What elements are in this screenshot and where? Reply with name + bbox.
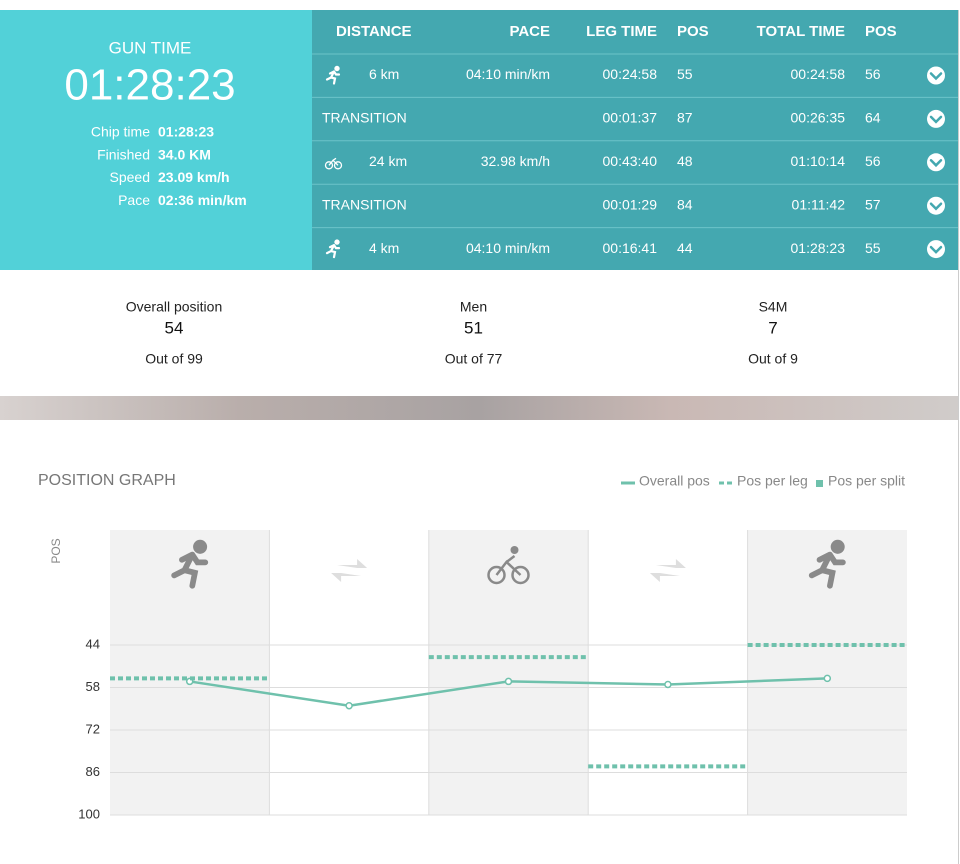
- legend-label: Pos per leg: [737, 473, 808, 489]
- table-cell: 87: [677, 110, 693, 126]
- expand-button[interactable]: [927, 66, 945, 85]
- detail-value: 34.0 KM: [158, 146, 211, 162]
- column: [428, 530, 589, 815]
- y-tick-label: 44: [86, 636, 100, 651]
- table-cell: 00:01:37: [603, 110, 658, 126]
- detail-value: 01:28:23: [158, 124, 214, 140]
- expand-button[interactable]: [927, 153, 945, 172]
- stat-value: 7: [768, 318, 777, 337]
- background-image: [0, 396, 958, 420]
- gun-time-panel: [0, 10, 312, 270]
- stat-label: S4M: [759, 299, 788, 315]
- column: [110, 530, 270, 815]
- point: [823, 674, 832, 683]
- stat-total: Out of 77: [445, 351, 503, 367]
- table-cell: 56: [865, 153, 881, 169]
- detail-label: Pace: [118, 192, 150, 208]
- wheel: [511, 565, 530, 585]
- table-cell: TRANSITION: [322, 110, 407, 126]
- legend-swatch: [816, 480, 823, 487]
- table-header: TOTAL TIME: [757, 23, 845, 40]
- table-header: DISTANCE: [336, 23, 412, 40]
- chevron: [929, 245, 943, 254]
- expand-button[interactable]: [927, 196, 945, 215]
- table-cell: 04:10 min/km: [466, 240, 550, 256]
- chevron: [929, 159, 943, 168]
- detail-label: Chip time: [91, 124, 150, 140]
- column: [269, 530, 429, 815]
- chevron: [929, 115, 943, 124]
- legend-label: Overall pos: [639, 473, 710, 489]
- table-cell: TRANSITION: [322, 196, 407, 212]
- detail-value: 23.09 km/h: [158, 169, 230, 185]
- table-cell: 48: [677, 153, 693, 169]
- gun-time-label: GUN TIME: [109, 38, 192, 57]
- table-cell: 56: [865, 66, 881, 82]
- table-cell: 00:24:58: [791, 66, 846, 82]
- bike-icon: [324, 157, 343, 170]
- table-header: LEG TIME: [586, 23, 657, 40]
- stat-total: Out of 99: [145, 351, 203, 367]
- y-tick-label: 86: [86, 764, 100, 779]
- expand-button[interactable]: [927, 109, 945, 128]
- stat-label: Overall position: [126, 299, 223, 315]
- table-cell: 57: [865, 196, 881, 212]
- point: [504, 677, 513, 686]
- table-cell: 6 km: [369, 66, 399, 82]
- detail-label: Finished: [97, 146, 150, 162]
- frame: [328, 157, 339, 166]
- wheel: [324, 161, 334, 170]
- detail-label: Speed: [110, 169, 150, 185]
- chevron: [929, 72, 943, 81]
- y-tick-label: 72: [86, 721, 100, 736]
- stat-value: 54: [165, 318, 184, 337]
- table-header: POS: [677, 23, 709, 40]
- expand-button[interactable]: [927, 240, 945, 259]
- table-cell: 01:10:14: [791, 153, 846, 169]
- table-cell: 00:24:58: [603, 66, 658, 82]
- table-cell: 84: [677, 196, 693, 212]
- table-cell: 24 km: [369, 153, 407, 169]
- head: [510, 546, 519, 554]
- stat-total: Out of 9: [748, 351, 798, 367]
- table-cell: 01:11:42: [792, 196, 846, 212]
- table-cell: 00:16:41: [603, 240, 658, 256]
- table-cell: 64: [865, 110, 881, 126]
- detail-value: 02:36 min/km: [158, 192, 247, 208]
- table-cell: 55: [677, 66, 693, 82]
- table-cell: 01:28:23: [791, 240, 846, 256]
- wheel: [487, 565, 506, 585]
- swap-icon: [649, 559, 686, 582]
- column: [747, 530, 907, 815]
- chevron: [929, 202, 943, 211]
- point: [664, 680, 672, 689]
- y-tick-label: 100: [78, 806, 100, 821]
- stat-label: Men: [460, 299, 487, 315]
- chart-title: POSITION GRAPH: [38, 472, 176, 489]
- table-cell: 00:01:29: [603, 196, 658, 212]
- table-cell: 00:43:40: [603, 153, 658, 169]
- point: [345, 701, 353, 710]
- bike-icon: [487, 555, 530, 585]
- y-axis-label: POS: [49, 538, 63, 563]
- table-header: PACE: [509, 23, 550, 40]
- table-header: POS: [865, 23, 897, 40]
- table-cell: 32.98 km/h: [481, 153, 550, 169]
- gun-time-value: 01:28:23: [64, 61, 235, 110]
- frame: [495, 555, 522, 576]
- table-cell: 4 km: [369, 240, 399, 256]
- y-tick-label: 58: [86, 679, 100, 694]
- table-cell: 55: [865, 240, 881, 256]
- swap-icon: [331, 559, 368, 582]
- table-cell: 04:10 min/km: [466, 66, 550, 82]
- table-cell: 44: [677, 240, 693, 256]
- legend-label: Pos per split: [828, 473, 905, 489]
- table-cell: 00:26:35: [791, 110, 846, 126]
- wheel: [333, 161, 343, 170]
- splits-table: [312, 10, 958, 270]
- stat-value: 51: [464, 318, 483, 337]
